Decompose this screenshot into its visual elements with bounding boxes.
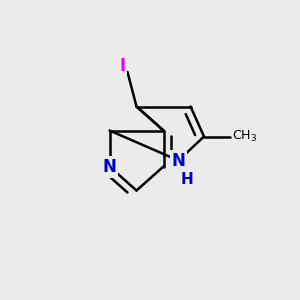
Text: CH$_3$: CH$_3$	[232, 129, 258, 144]
Text: I: I	[119, 57, 125, 75]
Text: H: H	[181, 172, 194, 188]
Text: N: N	[172, 152, 185, 169]
Text: N: N	[103, 158, 116, 175]
